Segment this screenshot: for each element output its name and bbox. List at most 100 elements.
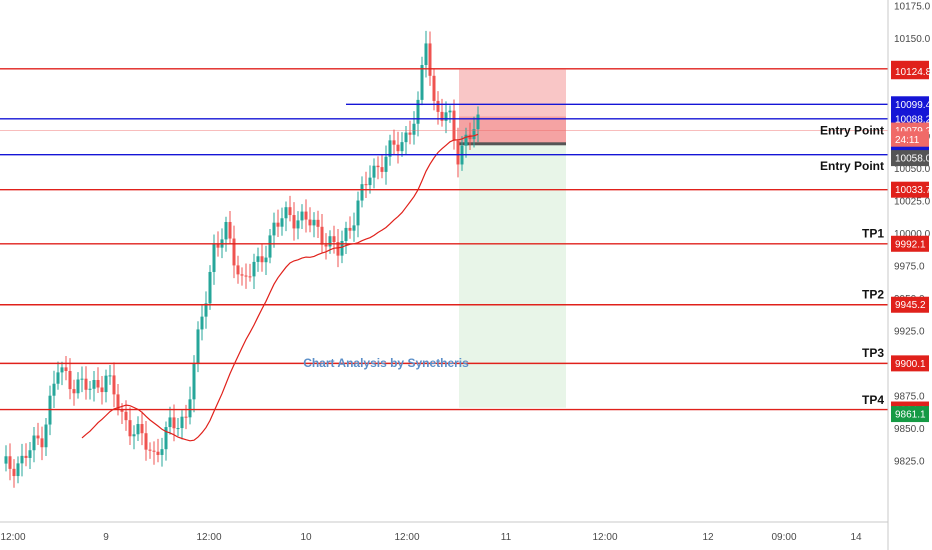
candle [252,253,256,290]
candle [64,356,68,381]
candle [160,437,164,467]
svg-text:9992.1: 9992.1 [895,239,926,250]
candle [148,442,152,459]
candle [384,145,388,185]
candle [140,411,144,446]
candle [316,210,320,238]
price-tag: 9992.1 [891,235,929,252]
candle [288,195,292,222]
candle [16,456,20,484]
price-tag: 10124.8 [891,63,932,80]
candle [204,291,208,329]
horizontal-levels[interactable] [0,68,888,411]
candle [188,386,192,425]
price-tag: 9945.2 [891,296,929,313]
candle [184,404,188,430]
candle [260,243,264,272]
candle [420,56,424,106]
candle [156,438,160,463]
candle [292,202,296,241]
candle [356,191,360,238]
candle [412,111,416,145]
candle [268,228,272,264]
candle [52,370,56,408]
candle [56,361,60,390]
candle [84,366,88,400]
candle [76,372,80,399]
candle [20,443,24,477]
candle [296,211,300,240]
candle [40,426,44,461]
candle [112,362,116,408]
candle [236,255,240,284]
candle [248,263,252,282]
target-zone[interactable] [459,143,566,408]
candle [28,442,32,469]
candle [360,176,364,208]
candle [144,421,148,461]
y-tick-label: 10025.0 [894,197,931,208]
candle [72,379,76,406]
candle [116,384,120,416]
price-tag: 9861.1 [891,406,929,423]
y-tick-label: 9925.0 [894,327,925,338]
watermark-text: Chart Analysis by Synetheris [303,356,469,370]
candle [276,209,280,238]
price-tags: 10126.710124.810099.410088.210079.224:11… [891,60,932,423]
annotation-label: Entry Point [820,124,884,138]
candle [432,68,436,111]
candle [128,407,132,445]
candle [132,425,136,450]
candle [104,369,108,403]
entry-line[interactable] [459,142,566,146]
annotations: Entry Point Entry Point TP1 TP2 TP3 TP4 [820,124,884,407]
candle [4,445,8,472]
x-tick-label: 12 [702,532,714,543]
candle [416,91,420,137]
candle [304,199,308,233]
svg-text:10088.2: 10088.2 [895,114,932,125]
y-tick-label: 10150.0 [894,34,931,45]
candle [392,129,396,156]
candle [352,212,356,242]
candle [436,91,440,125]
x-tick-label: 12:00 [0,532,25,543]
candle [320,213,324,253]
y-tick-label: 9850.0 [894,424,925,435]
candle [108,365,112,385]
x-tick-label: 12:00 [592,532,617,543]
candle [164,421,168,461]
candle [284,201,288,232]
candle [444,101,448,134]
ma-line [81,133,479,442]
x-tick-label: 12:00 [196,532,221,543]
candle [88,381,92,400]
svg-text:10099.4: 10099.4 [895,100,932,111]
price-tag: 9900.1 [891,355,929,372]
candle [368,165,372,194]
x-tick-label: 12:00 [394,532,419,543]
annotation-label: TP1 [862,227,884,241]
candle [240,267,244,286]
candle [180,410,184,440]
svg-text:9945.2: 9945.2 [895,300,926,311]
candle [12,459,16,488]
x-tick-label: 11 [501,532,512,543]
candle [376,156,380,180]
candle [44,418,48,457]
y-tick-label: 10000.0 [894,229,931,240]
candle [428,31,432,86]
price-tag: 10033.7 [891,181,932,198]
x-tick-label: 9 [103,532,109,543]
annotation-label: TP4 [862,393,884,407]
position-tool[interactable] [459,69,566,408]
candle [212,234,216,285]
x-tick-label: 10 [300,532,312,543]
candle [60,361,64,386]
candle [312,212,316,238]
candle [100,375,104,405]
svg-text:10033.7: 10033.7 [895,185,932,196]
candle [408,120,412,145]
y-tick-label: 10050.0 [894,164,931,175]
